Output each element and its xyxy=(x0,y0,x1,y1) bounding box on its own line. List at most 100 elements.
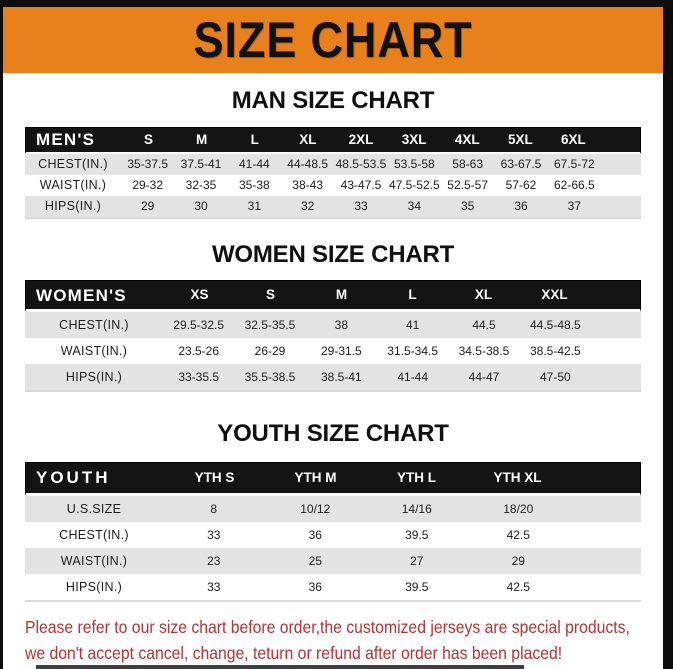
row-label: WAIST(IN.) xyxy=(60,343,128,358)
size-value: 30 xyxy=(194,199,208,214)
size-value: 26-29 xyxy=(254,344,286,359)
size-value: 31 xyxy=(247,199,261,214)
size-value: 62-66.5 xyxy=(553,178,595,193)
size-value: 43-47.5 xyxy=(340,178,382,193)
order-notice: Please refer to our size chart before or… xyxy=(25,615,641,667)
column-header: 5XL xyxy=(507,131,533,147)
size-value: 36 xyxy=(308,579,322,594)
column-header: YTH S xyxy=(194,470,235,486)
table-row: WAIST(IN.) 23 25 27 29 xyxy=(25,547,641,574)
section-heading-men: MAN SIZE CHART xyxy=(231,87,435,114)
column-header: XL xyxy=(299,131,317,147)
column-header: YTH L xyxy=(397,470,436,486)
column-header: L xyxy=(250,131,259,147)
column-header: XXL xyxy=(541,287,568,303)
size-value: 32.5-35.5 xyxy=(244,318,296,333)
row-label: HIPS(IN.) xyxy=(65,579,123,594)
size-value: 57-62 xyxy=(505,178,537,193)
women-size-table: WOMEN'S XS S M L XL XXL CHEST(IN.) 29.5-32.5 32.5… xyxy=(25,280,641,393)
table-row: HIPS(IN.) 29 30 31 32 33 34 35 36 37 xyxy=(25,195,641,217)
size-value: 38.5-41 xyxy=(320,370,362,385)
size-value: 37 xyxy=(567,199,581,214)
size-value: 29 xyxy=(511,553,525,568)
size-value: 44-48.5 xyxy=(287,157,328,172)
column-header: YTH M xyxy=(294,470,337,486)
column-header: XL xyxy=(474,287,493,303)
table-row: CHEST(IN.) 29.5-32.5 32.5-35.5 38 41 44.5 44.5… xyxy=(25,312,641,339)
size-value: 29 xyxy=(140,199,155,214)
banner: SIZE CHART xyxy=(3,7,663,73)
size-value: 10/12 xyxy=(300,501,331,516)
column-header: YTH XL xyxy=(493,470,542,486)
size-value: 18/20 xyxy=(503,501,534,516)
size-value: 63-67.5 xyxy=(500,157,542,172)
size-value: 44.5-48.5 xyxy=(529,318,581,333)
table-header-row: MEN'S S M L XL 2XL 3XL 4XL 5XL 6XL xyxy=(25,126,641,154)
size-value: 36 xyxy=(514,199,528,214)
order-notice-line: we don't accept cancel, change, teturn o… xyxy=(25,642,563,663)
column-header: 2XL xyxy=(348,131,374,147)
row-label: WAIST(IN.) xyxy=(60,553,128,568)
size-value: 36 xyxy=(308,527,322,542)
size-value: 38.5-42.5 xyxy=(529,344,581,359)
size-value: 23 xyxy=(207,553,221,568)
size-value: 35-37.5 xyxy=(127,157,169,172)
size-value: 23.5-26 xyxy=(178,344,220,359)
cropped-bottom-bar xyxy=(36,665,524,669)
size-value: 29.5-32.5 xyxy=(173,318,225,333)
table-title: YOUTH xyxy=(36,468,111,488)
column-header: M xyxy=(335,287,348,303)
size-value: 33 xyxy=(354,199,368,214)
content: MAN SIZE CHART MEN'S S M L XL 2XL 3XL 4XL 5XL 6XL… xyxy=(3,87,663,667)
size-value: 58-63 xyxy=(452,157,483,172)
row-label: CHEST(IN.) xyxy=(38,156,108,171)
size-value: 29-32 xyxy=(132,178,164,193)
table-header-row: WOMEN'S XS S M L XL XXL xyxy=(25,280,641,313)
size-value: 29-31.5 xyxy=(320,344,362,359)
size-value: 8 xyxy=(210,501,218,516)
size-value: 38-43 xyxy=(292,178,323,193)
size-value: 41-44 xyxy=(397,370,429,385)
size-value: 33 xyxy=(207,579,221,594)
column-header: 3XL xyxy=(401,131,427,147)
size-value: 27 xyxy=(410,553,424,568)
size-value: 42.5 xyxy=(506,527,530,542)
size-value: 44.5 xyxy=(472,318,496,333)
table-row: WAIST(IN.) 23.5-26 26-29 29-31.5 31.5-34.5 34… xyxy=(25,338,641,365)
size-value: 14/16 xyxy=(401,501,432,516)
table-row: HIPS(IN.) 33-35.5 35.5-38.5 38.5-41 41-44 44-… xyxy=(25,364,641,391)
column-header: S xyxy=(144,131,154,147)
size-value: 39.5 xyxy=(405,527,429,542)
table-row: WAIST(IN.) 29-32 32-35 35-38 38-43 43-47.5 47.… xyxy=(25,174,641,196)
size-value: 35 xyxy=(460,199,475,214)
row-label: WAIST(IN.) xyxy=(39,177,107,192)
column-header: M xyxy=(196,131,208,147)
row-label: HIPS(IN.) xyxy=(65,369,123,384)
size-value: 33-35.5 xyxy=(178,370,220,385)
size-value: 31.5-34.5 xyxy=(387,344,439,359)
size-value: 35-38 xyxy=(238,178,270,193)
size-value: 41-44 xyxy=(238,157,270,172)
section-youth: YOUTH SIZE CHART YOUTH YTH S YTH M YTH L YTH… xyxy=(25,420,641,602)
size-value: 47.5-52.5 xyxy=(388,178,440,193)
size-value: 44-47 xyxy=(468,370,500,385)
size-value: 42.5 xyxy=(506,579,530,594)
table-header-row: YOUTH YTH S YTH M YTH L YTH XL xyxy=(25,461,641,496)
size-value: 37.5-41 xyxy=(180,157,222,172)
size-value: 32-35 xyxy=(185,178,217,193)
row-label: CHEST(IN.) xyxy=(59,317,129,332)
size-value: 38 xyxy=(334,318,348,333)
section-men: MAN SIZE CHART MEN'S S M L XL 2XL 3XL 4XL 5XL 6XL… xyxy=(25,87,641,219)
size-value: 34.5-38.5 xyxy=(458,344,510,359)
row-label: HIPS(IN.) xyxy=(44,198,102,213)
youth-size-table: YOUTH YTH S YTH M YTH L YTH XL U.S.SIZE 8 10/12… xyxy=(25,461,641,602)
size-value: 41 xyxy=(405,318,420,333)
table-row: CHEST(IN.) 33 36 39.5 42.5 xyxy=(25,521,641,548)
size-value: 25 xyxy=(308,553,322,568)
row-label: U.S.SIZE xyxy=(66,501,122,516)
section-heading-women: WOMEN SIZE CHART xyxy=(211,240,455,268)
size-value: 67.5-72 xyxy=(553,157,595,172)
section-women: WOMEN SIZE CHART WOMEN'S XS S M L XL XXL CHEST(… xyxy=(25,241,641,393)
column-header: L xyxy=(408,287,417,303)
